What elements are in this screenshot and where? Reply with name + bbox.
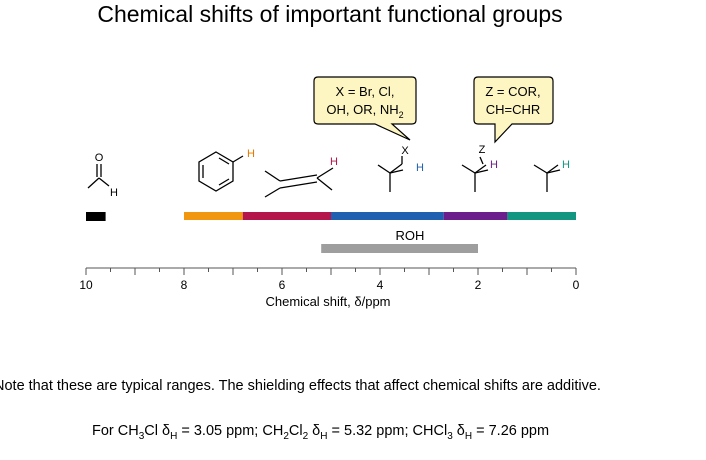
aldehyde-structure: O H (87, 152, 118, 199)
alkyl-structure: H (533, 159, 570, 192)
axis-tick-label: 4 (377, 278, 384, 292)
range-bar-carbonyl (443, 212, 508, 220)
axis-tick-label: 2 (475, 278, 482, 292)
aromatic-hydrogen-label: H (247, 148, 255, 160)
callout-carbonyl-line2: CH=CHR (486, 102, 541, 117)
range-bar-halide (331, 212, 444, 220)
example-text: For CH3Cl δH = 3.05 ppm; CH2Cl2 δH = 5.3… (92, 423, 549, 442)
aldehyde-hydrogen-label: H (110, 187, 118, 199)
axis-label: Chemical shift, δ/ppm (266, 294, 391, 309)
axis-tick-label: 0 (573, 278, 580, 292)
alkyl-hydrogen-label: H (562, 159, 570, 171)
range-bar-alkene (242, 212, 331, 220)
callout-halide-line2: OH, OR, NH2 (326, 102, 403, 120)
halide-hydrogen-label: H (416, 162, 424, 174)
example-ch2cl2: CH2Cl2 δH = 5.32 ppm; (262, 423, 413, 442)
roh-label: ROH (396, 228, 425, 243)
range-bars (86, 212, 576, 253)
chemical-shift-axis: 10 8 6 4 2 0 (79, 267, 580, 292)
alkene-hydrogen-label: H (330, 156, 338, 168)
range-bar-alkyl (507, 212, 576, 220)
axis-tick-label: 6 (279, 278, 286, 292)
example-chcl3: CHCl3 δH = 7.26 ppm (412, 423, 550, 442)
callout-carbonyl-line1: Z = COR, (485, 84, 540, 99)
axis-tick-label: 10 (79, 278, 93, 292)
range-bar-aldehyde (86, 212, 106, 221)
page-title: Chemical shifts of important functional … (97, 1, 563, 27)
chemical-shift-diagram: X = Br, Cl, OH, OR, NH2 Z = COR, CH=CHR … (79, 76, 580, 309)
halide-structure: X H (377, 145, 424, 192)
alkene-structure: H (264, 156, 338, 198)
aromatic-structure: H (198, 148, 255, 192)
callout-carbonyl: Z = COR, CH=CHR (473, 76, 554, 144)
callout-halide-line1: X = Br, Cl, (336, 84, 395, 99)
aldehyde-oxygen-label: O (95, 152, 104, 164)
range-bar-roh (321, 244, 478, 253)
axis-tick-label: 8 (181, 278, 188, 292)
note-text: Note that these are typical ranges. The … (0, 378, 601, 394)
example-ch3cl: For CH3Cl δH = 3.05 ppm; (92, 423, 263, 442)
callout-halide: X = Br, Cl, OH, OR, NH2 (313, 76, 417, 141)
range-bar-aromatic (184, 212, 243, 220)
carbonyl-z-label: Z (479, 144, 486, 156)
carbonyl-structure: Z H (461, 144, 498, 192)
carbonyl-hydrogen-label: H (490, 159, 498, 171)
halide-x-label: X (401, 145, 409, 157)
